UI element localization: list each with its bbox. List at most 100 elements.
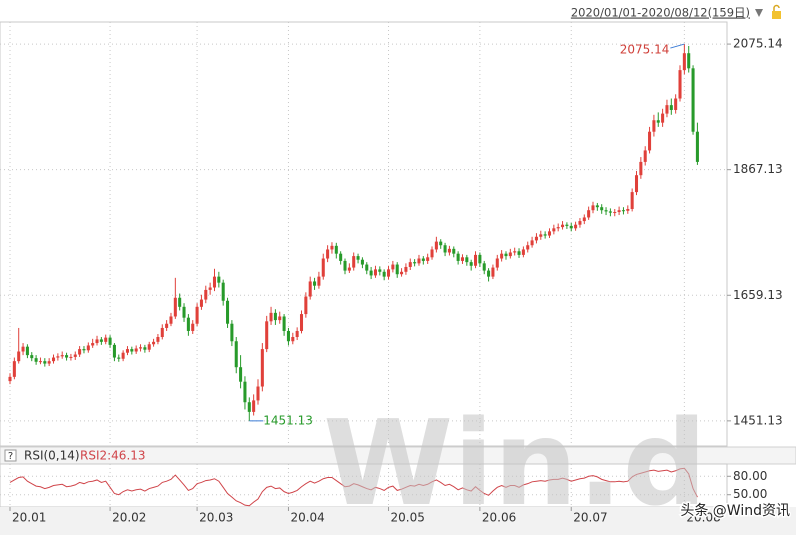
candle-body: [217, 276, 221, 283]
candle-body: [286, 330, 290, 342]
candle-body: [273, 312, 277, 321]
candle-body: [243, 381, 247, 403]
y-tick-label: 50.00: [733, 487, 767, 501]
candle-body: [430, 249, 434, 258]
candle-body: [8, 376, 12, 382]
candle-body: [65, 355, 69, 358]
candle-body: [112, 344, 116, 358]
candle-body: [256, 386, 260, 401]
help-icon[interactable]: ?: [8, 451, 13, 462]
candle-body: [421, 258, 425, 261]
candle-body: [608, 211, 612, 213]
candle-body: [678, 70, 682, 99]
candle-body: [391, 264, 395, 270]
candle-body: [12, 361, 16, 377]
candle-body: [626, 209, 630, 211]
candle-body: [569, 225, 573, 229]
x-tick-label: 20.08: [686, 511, 720, 525]
candle-body: [378, 269, 382, 272]
lock-body: [772, 11, 781, 19]
candle-body: [282, 316, 286, 331]
candle-body: [38, 361, 42, 363]
candle-body: [652, 120, 656, 132]
candle-body: [308, 281, 312, 297]
min-label: 1451.13: [263, 413, 313, 427]
candle-body: [395, 264, 399, 275]
candle-body: [648, 131, 652, 151]
candle-body: [504, 253, 508, 257]
candle-body: [643, 150, 647, 162]
candle-body: [130, 349, 134, 352]
candle-body: [25, 346, 29, 356]
candle-body: [17, 351, 21, 362]
candle-body: [269, 312, 273, 322]
candle-body: [656, 120, 660, 123]
candle-body: [543, 234, 547, 236]
candle-body: [169, 316, 173, 324]
candle-body: [347, 267, 351, 271]
candle-body: [21, 346, 25, 352]
y-tick-label: 1867.13: [733, 162, 783, 176]
rsi-legend: RSI2:46.13: [80, 449, 146, 463]
candle-body: [595, 205, 599, 208]
x-tick-label: 20.06: [482, 511, 516, 525]
max-label: 2075.14: [620, 43, 670, 57]
candle-body: [413, 262, 417, 264]
candle-body: [539, 234, 543, 237]
x-tick-label: 20.05: [391, 511, 425, 525]
candle-body: [565, 224, 569, 226]
help-box[interactable]: [4, 449, 17, 462]
credit: 头条 @Wind资讯: [680, 502, 790, 519]
candle-body: [299, 314, 304, 331]
candle-body: [295, 330, 299, 338]
candle-body: [252, 400, 256, 412]
candle-body: [195, 306, 199, 324]
candle-body: [604, 210, 608, 212]
candle-body: [356, 256, 360, 260]
candle-body: [186, 317, 190, 331]
x-tick-label: 20.01: [12, 511, 46, 525]
candle-body: [447, 248, 451, 253]
candle-body: [600, 207, 604, 211]
candle-body: [212, 276, 217, 288]
candle-body: [260, 349, 264, 387]
candle-body: [561, 224, 565, 228]
candle-body: [278, 316, 282, 321]
candle-body: [687, 53, 691, 69]
candle-body: [60, 355, 64, 357]
candle-body: [460, 257, 465, 261]
date-range[interactable]: 2020/01/01-2020/08/12(159日): [571, 6, 750, 20]
candle-body: [443, 245, 447, 253]
rsi-title: RSI(0,14): [24, 449, 80, 463]
candle-body: [639, 161, 643, 176]
candle-body: [265, 321, 269, 350]
lock-icon[interactable]: [772, 4, 781, 20]
candle-body: [591, 205, 595, 211]
candle-body: [165, 323, 169, 328]
x-axis-strip: [0, 507, 796, 535]
candle-body: [304, 296, 308, 315]
candle-body: [404, 266, 408, 272]
candle-body: [513, 251, 517, 253]
candle-body: [121, 352, 125, 359]
candle-body: [574, 224, 578, 229]
candle-body: [143, 347, 147, 350]
candle-body: [317, 276, 321, 286]
candle-body: [43, 361, 47, 364]
candle-body: [526, 245, 530, 250]
candle-body: [682, 53, 686, 71]
candle-body: [621, 210, 625, 212]
candle-body: [617, 210, 621, 213]
candle-body: [674, 98, 678, 110]
candle-body: [491, 267, 495, 277]
dropdown-icon[interactable]: [755, 9, 763, 17]
candle-body: [230, 323, 234, 342]
candle-body: [343, 260, 347, 271]
candle-body: [239, 367, 243, 382]
candle-body: [191, 323, 195, 331]
candle-body: [582, 217, 586, 222]
candle-body: [321, 258, 325, 277]
candle-body: [204, 289, 208, 300]
